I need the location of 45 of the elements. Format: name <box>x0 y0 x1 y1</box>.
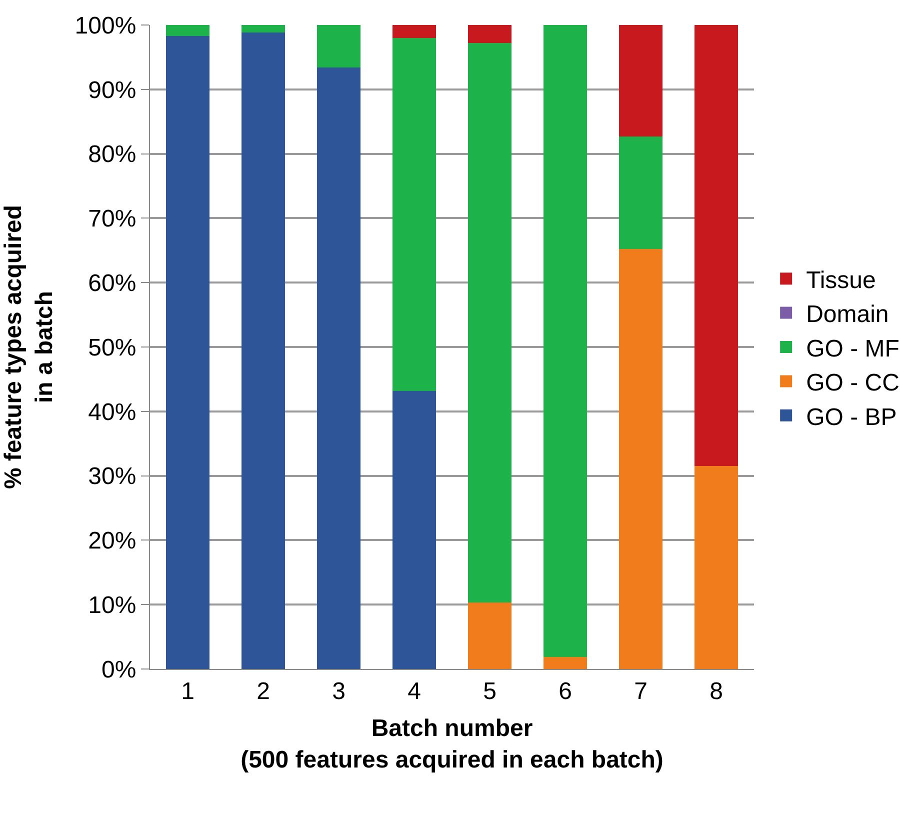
bar <box>316 25 361 68</box>
legend-label: Domain <box>806 301 889 328</box>
bar <box>618 249 663 669</box>
bar <box>468 25 512 44</box>
y-tick-label: 40% <box>88 398 136 426</box>
y-tick-label: 100% <box>74 12 136 40</box>
y-tick-label: 80% <box>88 141 136 168</box>
x-tick-label: 3 <box>332 678 346 705</box>
legend-label: GO - MF <box>806 335 900 362</box>
y-tick-label: 30% <box>88 463 136 490</box>
y-tick-label: 0% <box>102 656 136 684</box>
x-tick-label: 5 <box>483 678 496 705</box>
bar <box>392 390 436 669</box>
bar <box>166 36 210 669</box>
y-tick-label: 20% <box>88 528 136 555</box>
bar <box>392 38 436 391</box>
bar <box>241 25 286 33</box>
bar <box>543 656 588 669</box>
bar <box>618 136 663 250</box>
x-tick-label: 1 <box>181 678 194 705</box>
y-tick-label: 70% <box>88 206 136 233</box>
bar <box>166 25 210 36</box>
bar <box>543 25 588 657</box>
legend-label: GO - CC <box>806 370 900 397</box>
bar <box>618 25 663 136</box>
bar <box>468 602 512 669</box>
bar <box>241 32 286 669</box>
y-tick-label: 60% <box>88 270 136 297</box>
bar <box>694 25 738 466</box>
y-axis-title: % feature types acquired in a batch <box>0 204 58 490</box>
x-axis-title: Batch number (500 features acquired in each batch) <box>240 715 664 774</box>
legend-label: Tissue <box>806 266 876 294</box>
bar <box>468 43 512 603</box>
y-tick-label: 50% <box>88 334 136 362</box>
y-tick-label: 90% <box>88 76 136 104</box>
y-tick-label: 10% <box>88 592 136 619</box>
x-tick-label: 6 <box>558 678 572 705</box>
x-tick-label: 8 <box>710 678 723 705</box>
bar <box>316 68 361 669</box>
bar <box>694 466 738 669</box>
bar <box>392 25 436 38</box>
x-tick-label: 4 <box>408 678 421 705</box>
x-tick-label: 2 <box>256 678 270 705</box>
legend-label: GO - BP <box>806 404 897 431</box>
x-tick-label: 7 <box>634 678 648 705</box>
